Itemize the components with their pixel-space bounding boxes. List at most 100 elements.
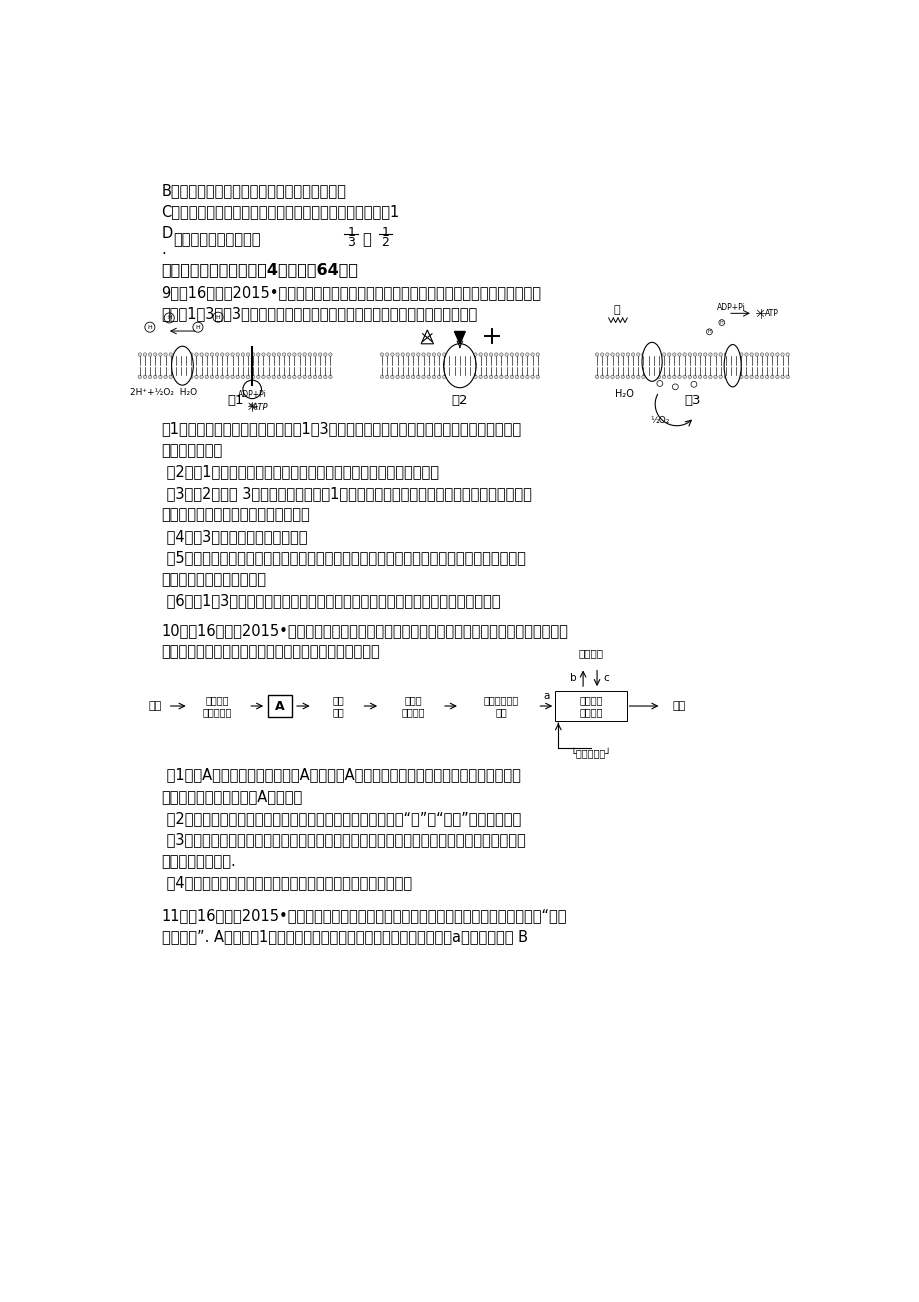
Circle shape [164, 375, 167, 379]
Text: ADP+Pi: ADP+Pi [237, 389, 267, 398]
Circle shape [448, 353, 450, 357]
Circle shape [713, 375, 717, 379]
Circle shape [729, 375, 732, 379]
Circle shape [411, 375, 414, 379]
Circle shape [749, 375, 753, 379]
Circle shape [195, 353, 198, 357]
Circle shape [328, 375, 332, 379]
Text: 受体蛋白结合后，使靶细胞发生改变．: 受体蛋白结合后，使靶细胞发生改变． [162, 508, 310, 522]
Circle shape [489, 375, 493, 379]
Circle shape [765, 353, 768, 357]
Text: 三、非选择题：本大题共4小题，全64分。: 三、非选择题：本大题共4小题，全64分。 [162, 263, 358, 277]
Circle shape [759, 375, 763, 379]
Circle shape [406, 353, 409, 357]
Circle shape [164, 312, 174, 323]
FancyBboxPatch shape [554, 690, 626, 721]
Circle shape [499, 375, 503, 379]
Circle shape [267, 375, 270, 379]
Circle shape [164, 353, 167, 357]
Circle shape [395, 375, 399, 379]
Text: 膠胱内
压力增大: 膠胱内 压力增大 [402, 695, 425, 717]
Circle shape [241, 353, 244, 357]
Text: （1）若A表示水平衡调节中枢，A位于；若A表示抗利尿激素，该激素由释放，并作用于: （1）若A表示水平衡调节中枢，A位于；若A表示抗利尿激素，该激素由释放，并作用于 [162, 768, 520, 783]
Text: （2）当细胞外液谗透压发生变化时，细胞内液的渗透压（填“会”或“不会”）发生变化．: （2）当细胞外液谗透压发生变化时，细胞内液的渗透压（填“会”或“不会”）发生变化… [162, 811, 520, 825]
Circle shape [468, 353, 471, 357]
Text: 或: 或 [362, 232, 370, 247]
Text: 3: 3 [347, 236, 355, 249]
Circle shape [677, 353, 680, 357]
Circle shape [682, 375, 686, 379]
Circle shape [739, 375, 743, 379]
Circle shape [509, 353, 513, 357]
Circle shape [215, 375, 219, 379]
Circle shape [718, 319, 724, 326]
Circle shape [236, 353, 239, 357]
Circle shape [682, 353, 686, 357]
Circle shape [708, 353, 711, 357]
Circle shape [468, 375, 471, 379]
Circle shape [785, 353, 789, 357]
Text: 其主要原因是．: 其主要原因是． [162, 443, 222, 458]
Text: （4）图3中吸收的光能的用途是．: （4）图3中吸收的光能的用途是． [162, 529, 307, 544]
Circle shape [210, 353, 213, 357]
Circle shape [656, 375, 660, 379]
Circle shape [515, 353, 518, 357]
Text: a: a [542, 691, 549, 702]
Circle shape [416, 353, 420, 357]
Circle shape [442, 353, 446, 357]
Circle shape [652, 375, 654, 379]
Circle shape [452, 375, 456, 379]
Ellipse shape [641, 342, 662, 381]
Text: 2H⁺+½O₂  H₂O: 2H⁺+½O₂ H₂O [130, 388, 198, 397]
Circle shape [600, 353, 603, 357]
Circle shape [437, 353, 440, 357]
Circle shape [536, 353, 539, 357]
Text: *ATP: *ATP [248, 404, 267, 413]
Text: ATP: ATP [764, 309, 777, 318]
Circle shape [667, 375, 670, 379]
Circle shape [530, 375, 534, 379]
Circle shape [159, 353, 162, 357]
Text: 离动物细胞常用的方法是．: 离动物细胞常用的方法是． [162, 572, 267, 587]
Text: H: H [707, 329, 710, 335]
Circle shape [262, 353, 265, 357]
Text: 1: 1 [381, 227, 389, 240]
Circle shape [672, 375, 675, 379]
Circle shape [489, 353, 493, 357]
Circle shape [662, 375, 665, 379]
Circle shape [641, 375, 644, 379]
Circle shape [323, 375, 326, 379]
Circle shape [246, 375, 249, 379]
Circle shape [775, 353, 778, 357]
Circle shape [391, 353, 393, 357]
Circle shape [153, 375, 157, 379]
Circle shape [385, 375, 389, 379]
Text: 11．（16分）（2015•佛山校级模拟）拟南芥是进行遗传学研究的好材料，被科学家誉为“植物: 11．（16分）（2015•佛山校级模拟）拟南芥是进行遗传学研究的好材料，被科学… [162, 907, 566, 923]
Circle shape [256, 375, 260, 379]
Circle shape [605, 353, 608, 357]
Circle shape [251, 375, 255, 379]
Circle shape [626, 375, 629, 379]
Circle shape [515, 375, 518, 379]
Text: 脊高中的
排尿中枢: 脊高中的 排尿中枢 [578, 695, 602, 717]
Circle shape [595, 375, 598, 379]
Circle shape [616, 375, 618, 379]
Circle shape [739, 353, 743, 357]
Circle shape [199, 353, 203, 357]
Circle shape [693, 353, 696, 357]
Text: H: H [147, 324, 152, 329]
Text: （3）尿量增多，膠胱充盈后，人会产生尿意，请用简头和图中必要文字、字母表示产生尿意: （3）尿量增多，膠胱充盈后，人会产生尿意，请用简头和图中必要文字、字母表示产生尿… [162, 832, 525, 848]
Circle shape [505, 353, 508, 357]
Circle shape [205, 353, 209, 357]
Text: 排尿: 排尿 [672, 700, 685, 711]
Circle shape [595, 353, 598, 357]
Circle shape [687, 353, 691, 357]
Circle shape [282, 375, 286, 379]
Text: 的神经传导途径：.: 的神经传导途径：. [162, 854, 236, 868]
Circle shape [463, 353, 466, 357]
Circle shape [153, 353, 157, 357]
Circle shape [610, 375, 614, 379]
Circle shape [646, 353, 650, 357]
Text: （6）图1、3两种生物膜的共同点是，从而有利于酶、色素的附着以提高代谢效率．: （6）图1、3两种生物膜的共同点是，从而有利于酶、色素的附着以提高代谢效率． [162, 594, 499, 608]
Text: （5）分离动物细胞结构时必须首先破坏细胞膜，破坏细胞膜最常用、最简便的方法是，而分: （5）分离动物细胞结构时必须首先破坏细胞膜，破坏细胞膜最常用、最简便的方法是，而… [162, 551, 525, 565]
